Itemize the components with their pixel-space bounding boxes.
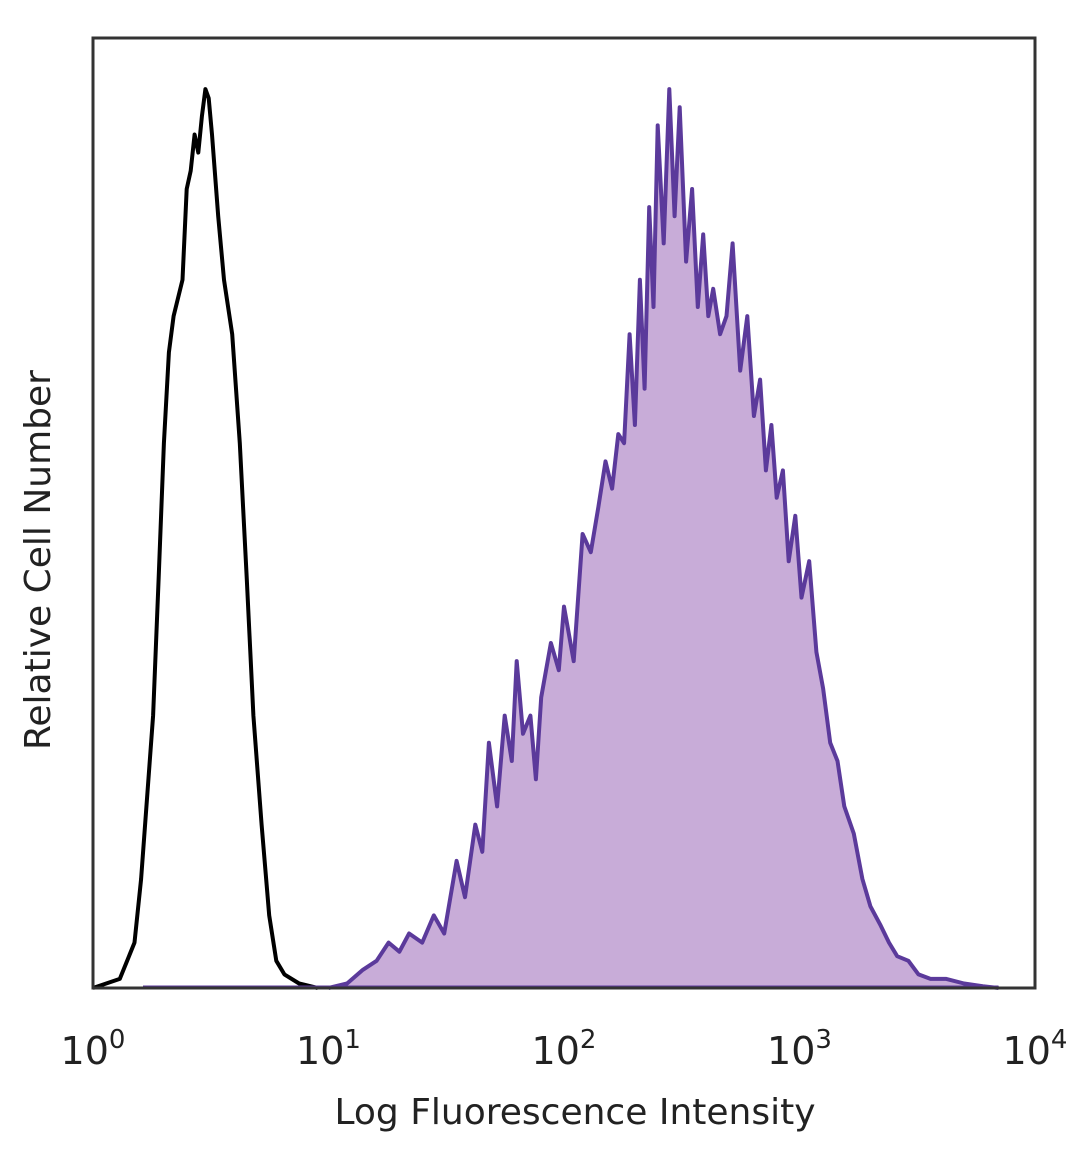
series-1-fill	[328, 89, 999, 989]
x-tick-base-0: 10	[61, 1029, 109, 1073]
x-tick-layer: 100 101 102 103 104	[61, 1025, 1068, 1073]
x-tick-label-2: 102	[532, 1025, 597, 1073]
x-tick-exponent-4: 4	[1051, 1025, 1068, 1055]
series-0-line	[92, 87, 319, 990]
plot-frame	[91, 36, 1037, 990]
x-tick-exponent-1: 1	[344, 1025, 361, 1055]
x-tick-label-1: 101	[296, 1025, 361, 1073]
x-tick-base-2: 10	[532, 1029, 580, 1073]
series-1-line	[328, 87, 999, 990]
x-tick-label-0: 100	[61, 1025, 126, 1073]
x-tick-exponent-3: 3	[815, 1025, 832, 1055]
x-tick-base-4: 10	[1003, 1029, 1051, 1073]
x-tick-label-4: 104	[1003, 1025, 1068, 1073]
x-tick-label-3: 103	[767, 1025, 832, 1073]
x-tick-exponent-0: 0	[109, 1025, 126, 1055]
y-axis-title: Relative Cell Number	[18, 370, 59, 750]
x-tick-base-1: 10	[296, 1029, 344, 1073]
x-tick-base-3: 10	[767, 1029, 815, 1073]
x-axis-title: Log Fluorescence Intensity	[334, 1092, 815, 1133]
x-tick-exponent-2: 2	[580, 1025, 597, 1055]
